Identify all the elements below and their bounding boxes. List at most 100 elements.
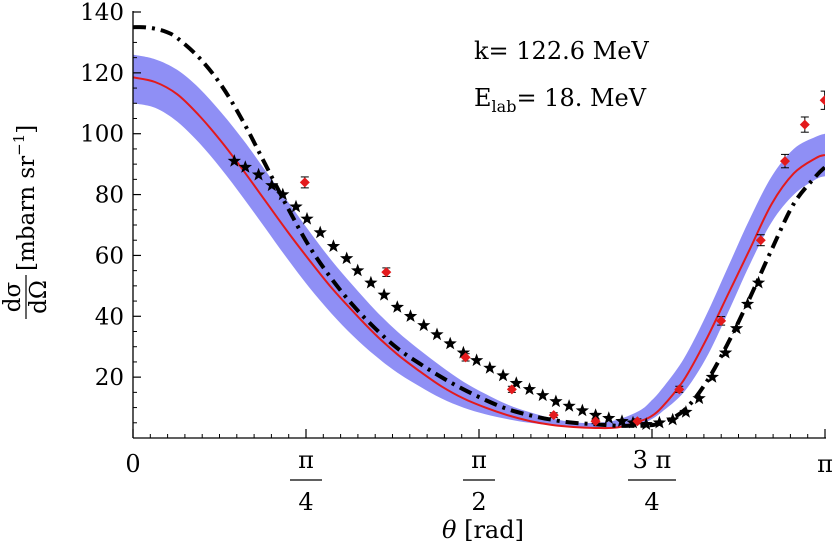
- diamond-marker: [460, 352, 471, 363]
- star-marker: [377, 288, 391, 301]
- x-tick-numerator: π: [298, 446, 314, 474]
- diamond-point: [716, 315, 727, 326]
- diamond-marker: [548, 410, 559, 421]
- diamond-point: [548, 410, 559, 421]
- star-marker: [692, 391, 706, 405]
- star-marker: [340, 251, 354, 265]
- star-marker: [751, 275, 766, 289]
- diamond-point: [381, 267, 392, 278]
- x-tick-denominator: 4: [644, 488, 659, 516]
- diamond-markers: [299, 90, 825, 427]
- dash-dot-curve: [133, 25, 825, 428]
- star-marker: [251, 167, 266, 181]
- star-marker: [227, 154, 241, 167]
- y-tick-label: 120: [80, 61, 124, 87]
- y-label-unit: [mbarn sr−1]: [10, 125, 40, 271]
- y-tick-label: 40: [95, 304, 124, 330]
- star-marker: [496, 368, 510, 382]
- star-marker: [456, 345, 471, 359]
- x-axis-label: θ [rad]: [442, 516, 524, 544]
- star-marker: [509, 376, 523, 389]
- y-tick-label: 100: [80, 122, 124, 148]
- star-marker: [276, 187, 290, 201]
- annotation-k: k= 122.6 MeV: [474, 37, 649, 65]
- y-tick-label: 20: [95, 365, 124, 391]
- star-marker: [238, 160, 252, 173]
- star-marker: [639, 417, 653, 430]
- diamond-point: [755, 234, 766, 247]
- star-marker: [470, 353, 484, 367]
- star-marker: [666, 412, 680, 426]
- star-marker: [718, 345, 733, 359]
- uncertainty-band: [133, 54, 825, 428]
- diamond-marker: [780, 156, 791, 167]
- diamond-point: [590, 416, 601, 427]
- star-marker: [430, 327, 444, 341]
- star-marker: [562, 399, 576, 412]
- star-marker: [289, 199, 303, 213]
- star-marker: [679, 405, 693, 418]
- star-marker: [740, 297, 755, 310]
- annotation-elab: Elab= 18. MeV: [474, 84, 647, 116]
- diamond-point: [674, 384, 685, 395]
- star-marker: [265, 178, 279, 192]
- star-marker: [390, 300, 404, 313]
- star-marker: [300, 211, 314, 225]
- y-axis-ticks: 20 40 60 80 100 120 140: [80, 0, 141, 424]
- diamond-marker: [799, 119, 810, 130]
- y-label-denominator: dΩ: [26, 280, 52, 314]
- y-tick-label: 60: [95, 243, 124, 269]
- star-marker: [443, 336, 457, 350]
- star-marker: [522, 382, 537, 395]
- diamond-marker: [299, 177, 310, 188]
- diamond-point: [506, 384, 517, 395]
- star-marker: [403, 309, 418, 322]
- central-curve: [133, 76, 825, 430]
- y-label-numerator: dσ: [0, 281, 26, 312]
- diamond-point: [780, 153, 791, 169]
- diamond-point: [799, 116, 810, 133]
- star-marker: [575, 403, 589, 417]
- diamond-marker: [590, 416, 601, 427]
- star-marker: [351, 263, 365, 277]
- star-marker: [615, 414, 629, 427]
- star-marker: [705, 370, 719, 383]
- y-tick-label: 80: [95, 183, 124, 209]
- star-marker: [588, 408, 603, 421]
- diamond-marker: [674, 384, 685, 395]
- diamond-marker: [755, 235, 766, 246]
- x-tick-numerator: π: [471, 446, 487, 474]
- x-tick-denominator: 2: [471, 488, 486, 516]
- y-tick-label: 140: [80, 0, 124, 26]
- star-marker: [549, 394, 563, 408]
- diamond-point: [299, 176, 310, 189]
- axes: [132, 11, 826, 439]
- x-tick-fraction: π2: [463, 446, 496, 516]
- x-tick-numerator: 3 π: [633, 446, 672, 474]
- star-marker: [652, 415, 667, 429]
- star-marker: [602, 411, 616, 424]
- diamond-point: [819, 90, 825, 110]
- star-markers: [227, 154, 766, 430]
- diamond-marker: [381, 267, 392, 278]
- x-tick-denominator: 4: [298, 488, 313, 516]
- x-tick-label: π: [817, 450, 833, 478]
- y-axis-label: dσ dΩ [mbarn sr−1]: [0, 125, 52, 319]
- x-tick-fraction: 3 π 4: [628, 446, 677, 516]
- star-marker: [417, 318, 431, 332]
- diamond-point: [460, 352, 471, 363]
- star-marker: [626, 415, 640, 429]
- star-marker: [364, 275, 378, 289]
- star-marker: [483, 361, 497, 374]
- diamond-marker: [716, 315, 727, 326]
- star-marker: [313, 225, 327, 239]
- diamond-marker: [819, 95, 825, 106]
- star-marker: [536, 388, 550, 402]
- star-marker: [729, 321, 744, 335]
- diamond-marker: [506, 384, 517, 395]
- x-tick-fraction: π4: [290, 446, 323, 516]
- x-tick-label: 0: [125, 450, 140, 478]
- diamond-point: [632, 416, 643, 427]
